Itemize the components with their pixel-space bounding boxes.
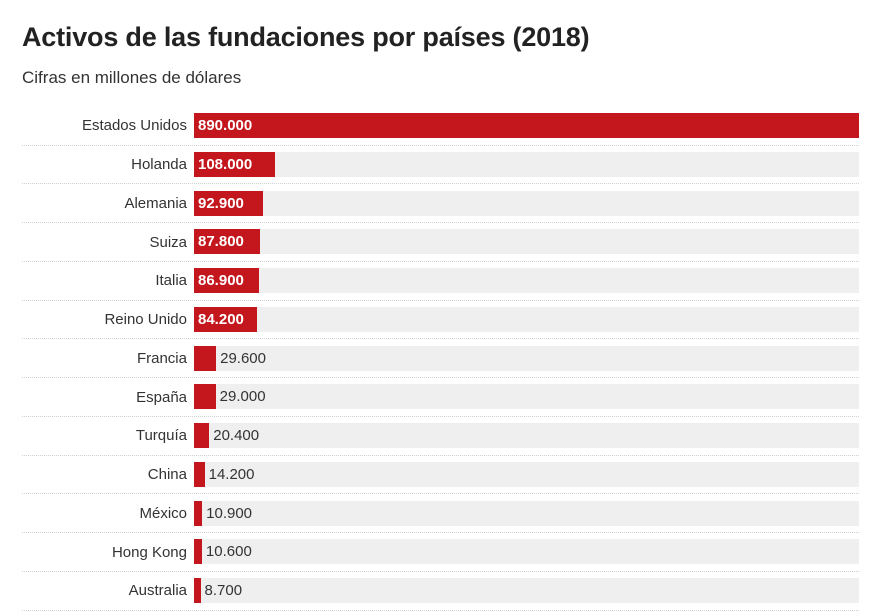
bar-track: 10.600 xyxy=(194,539,859,565)
bar-row: Reino Unido 84.200 xyxy=(22,301,859,340)
bar xyxy=(194,578,201,603)
bar-track: 14.200 xyxy=(194,461,859,487)
bar xyxy=(194,500,203,526)
value-label: 86.900 xyxy=(198,272,244,289)
bar-track: 84.200 xyxy=(194,306,859,332)
value-label: 84.200 xyxy=(198,310,244,328)
bar xyxy=(194,423,210,448)
value-label: 92.900 xyxy=(198,194,244,212)
bar-row: Italia 86.900 xyxy=(22,262,859,301)
bar-row: España 29.000 xyxy=(22,378,859,417)
bar-row: Estados Unidos 890.000 xyxy=(22,107,859,146)
category-label: Reino Unido xyxy=(104,311,187,329)
value-label: 108.000 xyxy=(198,155,253,173)
category-label: Australia xyxy=(128,582,187,600)
value-label: 14.200 xyxy=(208,465,255,483)
value-label: 890.000 xyxy=(198,117,253,134)
bar-track: 92.900 xyxy=(194,190,859,216)
bar-row: México 10.900 xyxy=(22,495,859,534)
bar-track: 10.900 xyxy=(194,500,859,526)
bar xyxy=(194,151,275,177)
value-label: 87.800 xyxy=(198,233,244,251)
category-label: México xyxy=(139,504,187,522)
bar-track: 29.600 xyxy=(194,345,859,371)
category-label: Hong Kong xyxy=(111,543,187,561)
value-label: 10.600 xyxy=(205,543,252,561)
category-label: China xyxy=(147,466,187,484)
category-label: Estados Unidos xyxy=(81,117,187,135)
bar-row: Turquía 20.400 xyxy=(22,417,859,456)
category-label: Francia xyxy=(136,349,187,367)
value-label: 29.000 xyxy=(219,388,266,406)
category-label: Suiza xyxy=(149,233,187,251)
bar-track: 29.000 xyxy=(194,384,859,410)
bar xyxy=(194,461,205,487)
category-label: Alemania xyxy=(124,194,187,212)
value-label: 20.400 xyxy=(213,427,260,444)
category-label: España xyxy=(136,388,187,406)
category-label: Italia xyxy=(155,272,187,290)
bar xyxy=(194,306,257,332)
bar-row: Alemania 92.900 xyxy=(22,185,859,224)
bar xyxy=(194,113,859,138)
chart-title: Activos de las fundaciones por países (2… xyxy=(22,22,590,52)
bar-row: Francia 29.600 xyxy=(22,340,859,379)
value-label: 8.700 xyxy=(204,582,243,599)
bar-row: Suiza 87.800 xyxy=(22,223,859,262)
bar-track: 87.800 xyxy=(194,229,859,255)
bar xyxy=(194,190,264,216)
category-label: Holanda xyxy=(131,156,187,174)
bar-row: Holanda 108.000 xyxy=(22,146,859,185)
category-label: Turquía xyxy=(135,427,187,445)
bar xyxy=(194,539,202,565)
bar xyxy=(194,345,217,371)
bar xyxy=(194,384,216,410)
bar-track: 890.000 xyxy=(194,113,859,138)
bar-track: 8.700 xyxy=(194,578,859,603)
bar-track: 20.400 xyxy=(194,423,859,448)
bar-row: Australia 8.700 xyxy=(22,572,859,611)
bar-track: 86.900 xyxy=(194,268,859,293)
value-label: 29.600 xyxy=(220,349,266,367)
bar-row: China 14.200 xyxy=(22,456,859,495)
bar xyxy=(194,268,259,293)
bar-track: 108.000 xyxy=(194,151,859,177)
bar-row: Hong Kong 10.600 xyxy=(22,533,859,572)
value-label: 10.900 xyxy=(206,504,253,522)
chart-subtitle: Cifras en millones de dólares xyxy=(22,68,242,87)
bar xyxy=(194,229,260,255)
